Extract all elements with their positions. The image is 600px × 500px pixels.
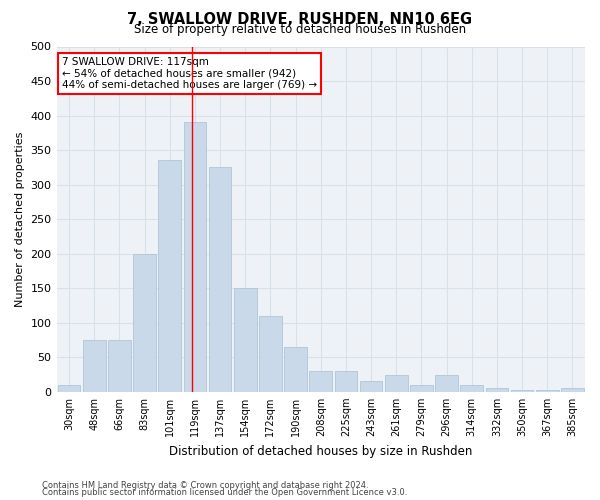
Bar <box>460 385 483 392</box>
Bar <box>360 382 382 392</box>
Text: 7, SWALLOW DRIVE, RUSHDEN, NN10 6EG: 7, SWALLOW DRIVE, RUSHDEN, NN10 6EG <box>127 12 473 28</box>
Bar <box>133 254 156 392</box>
Bar <box>58 385 80 392</box>
Bar <box>284 347 307 392</box>
Bar <box>511 390 533 392</box>
Bar <box>335 371 357 392</box>
Bar <box>108 340 131 392</box>
Y-axis label: Number of detached properties: Number of detached properties <box>15 132 25 307</box>
X-axis label: Distribution of detached houses by size in Rushden: Distribution of detached houses by size … <box>169 444 472 458</box>
Bar <box>184 122 206 392</box>
Text: Size of property relative to detached houses in Rushden: Size of property relative to detached ho… <box>134 22 466 36</box>
Bar <box>536 390 559 392</box>
Text: Contains HM Land Registry data © Crown copyright and database right 2024.: Contains HM Land Registry data © Crown c… <box>42 480 368 490</box>
Text: 7 SWALLOW DRIVE: 117sqm
← 54% of detached houses are smaller (942)
44% of semi-d: 7 SWALLOW DRIVE: 117sqm ← 54% of detache… <box>62 57 317 90</box>
Bar <box>410 385 433 392</box>
Bar <box>234 288 257 392</box>
Bar <box>83 340 106 392</box>
Bar <box>310 371 332 392</box>
Bar <box>485 388 508 392</box>
Bar <box>435 374 458 392</box>
Bar <box>259 316 282 392</box>
Text: Contains public sector information licensed under the Open Government Licence v3: Contains public sector information licen… <box>42 488 407 497</box>
Bar <box>158 160 181 392</box>
Bar <box>385 374 407 392</box>
Bar <box>209 168 232 392</box>
Bar <box>561 388 584 392</box>
